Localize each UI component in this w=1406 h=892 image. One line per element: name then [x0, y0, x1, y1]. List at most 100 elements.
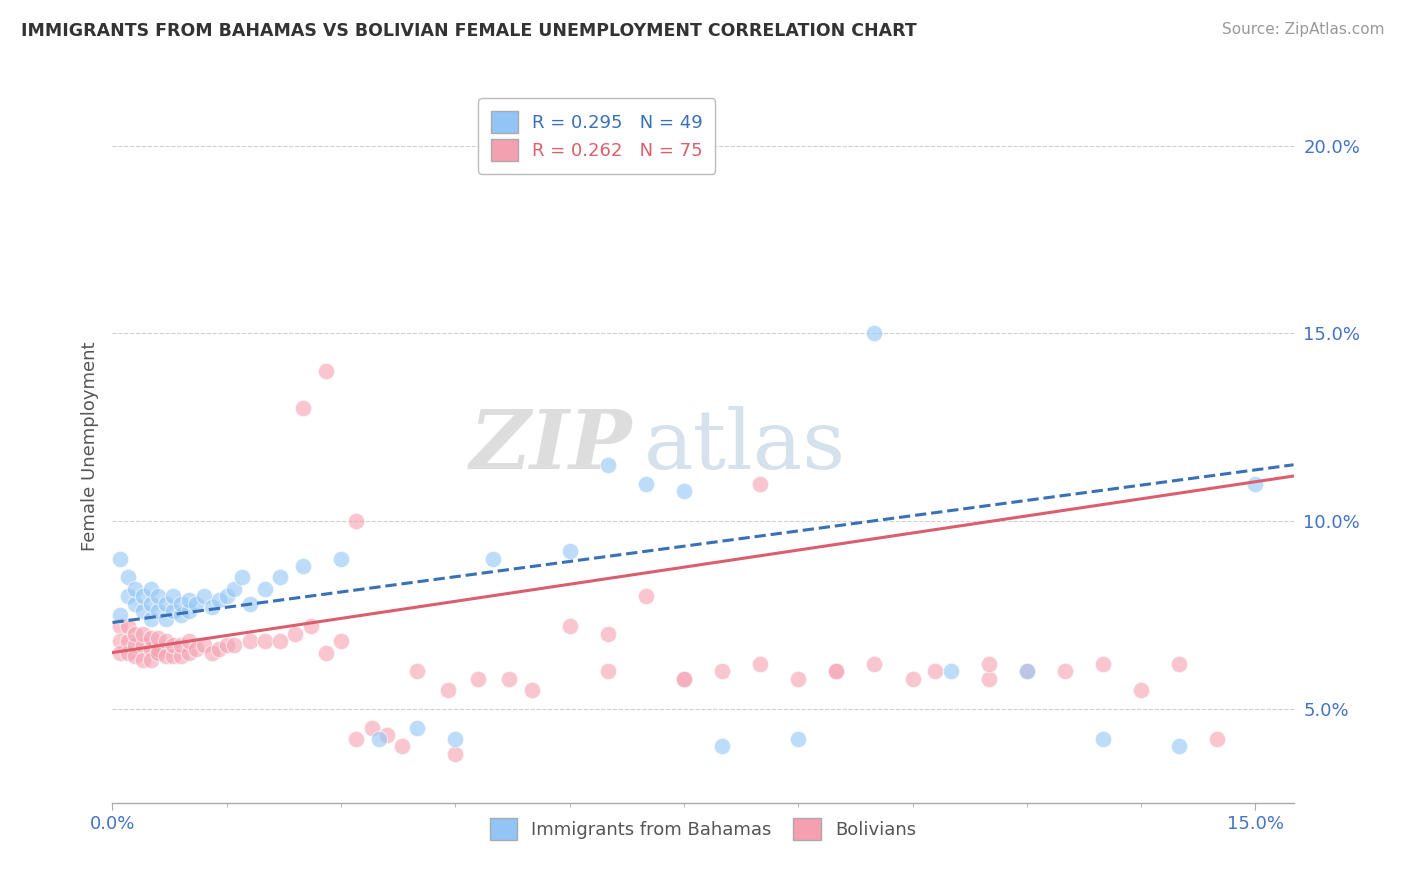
Point [170, 638, 193, 652]
Point [208, 641, 231, 656]
Point [124, 638, 146, 652]
Point [177, 646, 200, 660]
Point [299, 619, 322, 633]
Point [498, 672, 520, 686]
Point [170, 649, 193, 664]
Point [132, 604, 155, 618]
Point [467, 672, 489, 686]
Point [155, 649, 177, 664]
Point [749, 476, 772, 491]
Point [977, 657, 1000, 671]
Point [215, 638, 238, 652]
Point [1168, 739, 1191, 754]
Point [596, 665, 619, 679]
Text: IMMIGRANTS FROM BAHAMAS VS BOLIVIAN FEMALE UNEMPLOYMENT CORRELATION CHART: IMMIGRANTS FROM BAHAMAS VS BOLIVIAN FEMA… [21, 22, 917, 40]
Point [177, 634, 200, 648]
Point [132, 638, 155, 652]
Point [520, 683, 543, 698]
Point [787, 672, 810, 686]
Point [596, 627, 619, 641]
Point [117, 619, 139, 633]
Point [291, 559, 314, 574]
Point [634, 589, 657, 603]
Point [749, 657, 772, 671]
Point [132, 627, 155, 641]
Point [124, 649, 146, 664]
Text: atlas: atlas [644, 406, 846, 486]
Point [315, 646, 337, 660]
Point [193, 589, 215, 603]
Point [1092, 731, 1115, 746]
Point [1244, 476, 1267, 491]
Point [269, 570, 291, 584]
Point [117, 646, 139, 660]
Point [863, 326, 886, 341]
Point [231, 570, 253, 584]
Point [406, 721, 429, 735]
Point [330, 634, 353, 648]
Point [200, 600, 222, 615]
Point [391, 739, 413, 754]
Point [108, 551, 131, 566]
Point [1168, 657, 1191, 671]
Point [124, 597, 146, 611]
Point [177, 593, 200, 607]
Point [139, 582, 162, 596]
Point [330, 551, 353, 566]
Point [117, 570, 139, 584]
Point [444, 731, 467, 746]
Point [186, 597, 208, 611]
Point [208, 593, 231, 607]
Point [711, 665, 734, 679]
Point [344, 514, 367, 528]
Point [139, 641, 162, 656]
Point [1092, 657, 1115, 671]
Point [155, 597, 177, 611]
Point [924, 665, 946, 679]
Point [162, 649, 184, 664]
Point [170, 607, 193, 622]
Point [155, 612, 177, 626]
Point [253, 582, 276, 596]
Point [124, 582, 146, 596]
Point [108, 634, 131, 648]
Point [108, 646, 131, 660]
Point [170, 597, 193, 611]
Point [711, 739, 734, 754]
Point [482, 551, 505, 566]
Point [634, 476, 657, 491]
Point [148, 631, 170, 645]
Point [215, 589, 238, 603]
Point [375, 728, 398, 742]
Point [558, 544, 581, 558]
Point [825, 665, 848, 679]
Point [224, 638, 246, 652]
Point [162, 638, 184, 652]
Point [155, 634, 177, 648]
Point [148, 641, 170, 656]
Point [269, 634, 291, 648]
Point [139, 612, 162, 626]
Point [162, 604, 184, 618]
Point [108, 607, 131, 622]
Point [139, 653, 162, 667]
Point [1015, 665, 1038, 679]
Point [148, 646, 170, 660]
Legend: Immigrants from Bahamas, Bolivians: Immigrants from Bahamas, Bolivians [482, 811, 924, 847]
Point [148, 589, 170, 603]
Point [315, 364, 337, 378]
Point [132, 589, 155, 603]
Point [239, 634, 262, 648]
Point [148, 604, 170, 618]
Point [117, 634, 139, 648]
Point [1130, 683, 1153, 698]
Point [1206, 731, 1229, 746]
Point [117, 589, 139, 603]
Point [672, 672, 695, 686]
Point [436, 683, 458, 698]
Point [558, 619, 581, 633]
Point [360, 721, 382, 735]
Point [1015, 665, 1038, 679]
Point [124, 627, 146, 641]
Point [787, 731, 810, 746]
